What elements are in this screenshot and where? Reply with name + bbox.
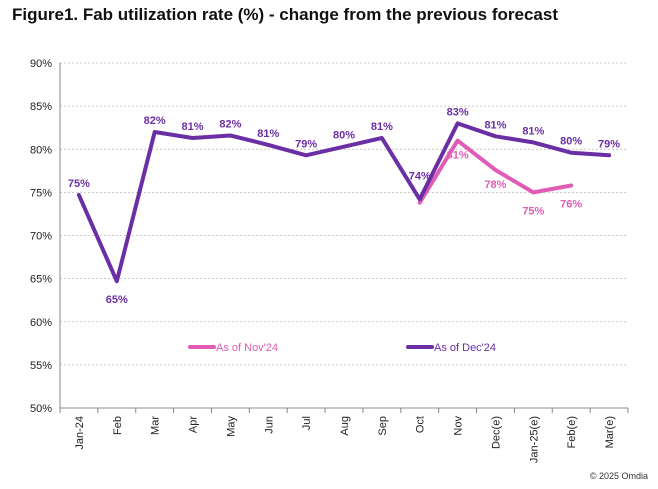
y-tick-label: 55% xyxy=(30,360,52,372)
data-label-nov: 76% xyxy=(560,198,582,210)
data-label-dec: 82% xyxy=(219,118,241,130)
legend-label-nov: As of Nov'24 xyxy=(216,342,278,354)
series-line-nov xyxy=(417,138,574,205)
chart-title: Figure1. Fab utilization rate (%) - chan… xyxy=(12,5,558,24)
x-tick-label: Dec(e) xyxy=(490,416,502,449)
y-tick-label: 60% xyxy=(30,317,52,329)
y-tick-label: 50% xyxy=(30,403,52,415)
data-label-dec: 83% xyxy=(447,106,469,118)
data-label-dec: 65% xyxy=(106,294,128,306)
data-label-dec: 79% xyxy=(295,138,317,150)
axes: 50% 55% 60% 65% 70% 75% 80% 85% 90% Jan-24 Feb Mar A… xyxy=(30,58,629,463)
x-tick-label: Mar xyxy=(150,416,162,435)
x-tick-label: Oct xyxy=(415,416,427,433)
data-label-nov: 81% xyxy=(447,150,469,162)
x-tick-label: Jun xyxy=(263,416,275,434)
data-label-dec: 81% xyxy=(484,119,506,131)
y-tick-label: 80% xyxy=(30,144,52,156)
data-label-dec: 81% xyxy=(522,125,544,137)
data-label-dec: 81% xyxy=(182,121,204,133)
x-tick-label: Feb xyxy=(112,416,124,435)
data-label-dec: 82% xyxy=(144,115,166,127)
gridlines xyxy=(60,62,628,366)
legend-label-dec: As of Dec'24 xyxy=(434,342,496,354)
data-label-dec: 80% xyxy=(560,136,582,148)
data-labels: 81% 78% 75% 76% 75% 65% 82% 81% 82% 81% 79% 80% 81% 7… xyxy=(68,106,620,306)
data-label-dec: 74% xyxy=(409,170,431,182)
data-label-nov: 78% xyxy=(484,179,506,191)
x-tick-label: Sep xyxy=(377,416,389,436)
data-label-dec: 81% xyxy=(371,121,393,133)
series-lines xyxy=(76,121,612,284)
x-tick-label: Feb(e) xyxy=(566,416,578,448)
x-tick-label: Nov xyxy=(453,416,465,436)
y-tick-label: 90% xyxy=(30,58,52,70)
x-tick-label: Jan-24 xyxy=(74,416,86,450)
x-tick-label: May xyxy=(225,416,237,437)
x-tick-label: Jul xyxy=(301,416,313,430)
legend: As of Nov'24 As of Dec'24 xyxy=(188,342,496,354)
data-label-dec: 80% xyxy=(333,130,355,142)
y-tick-label: 75% xyxy=(30,187,52,199)
data-label-dec: 75% xyxy=(68,178,90,190)
data-label-dec: 79% xyxy=(598,138,620,150)
y-tick-label: 85% xyxy=(30,101,52,113)
x-tick-label: Aug xyxy=(339,416,351,436)
data-label-nov: 75% xyxy=(522,205,544,217)
x-tick-label: Apr xyxy=(188,416,200,433)
y-tick-label: 70% xyxy=(30,231,52,243)
y-tick-label: 65% xyxy=(30,274,52,286)
copyright-credit: © 2025 Omdia xyxy=(589,471,648,481)
data-label-dec: 81% xyxy=(257,128,279,140)
x-tick-label: Jan-25(e) xyxy=(528,416,540,463)
x-tick-label: Mar(e) xyxy=(604,416,616,448)
series-line-dec xyxy=(76,121,612,284)
